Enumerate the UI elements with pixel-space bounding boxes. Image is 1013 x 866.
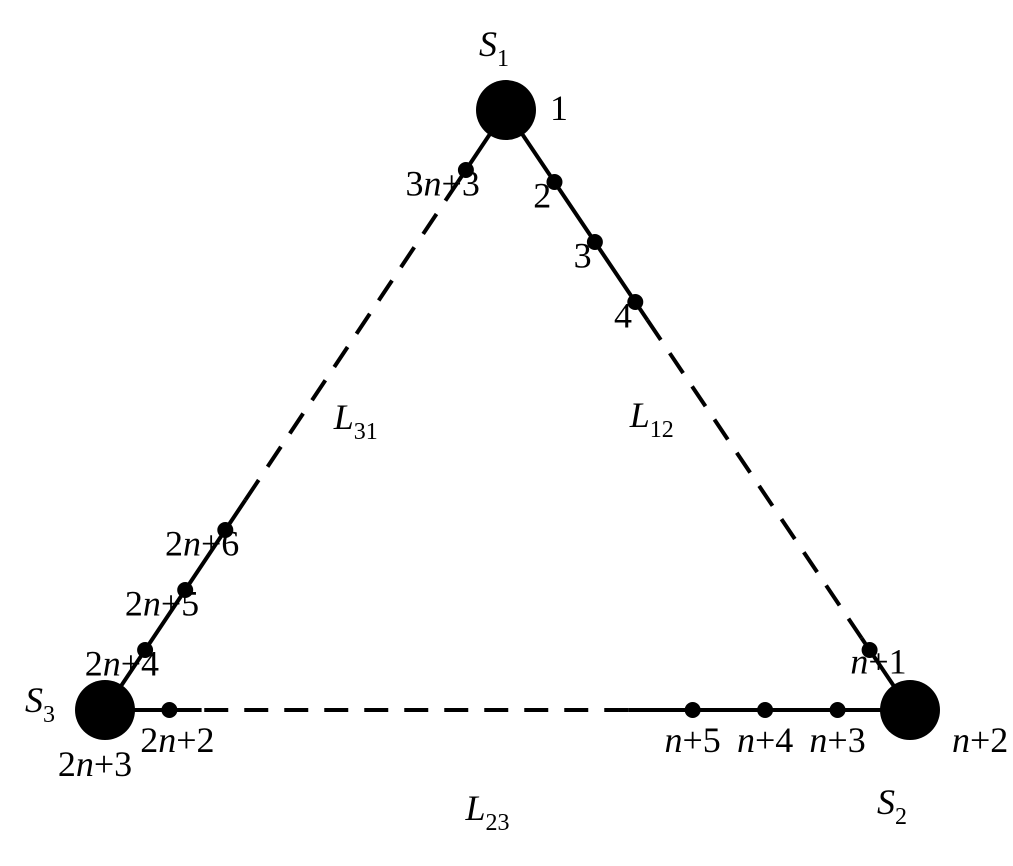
vertex-index-n2: n+2 — [952, 720, 1008, 760]
edge-node — [161, 702, 177, 718]
triangle-diagram: 234 n+1 n+3 n+4 n+5 2n+2 2n+4 2n+5 2n+6 3n+3 S1 1 S2… — [0, 0, 1013, 866]
vertex-s1 — [476, 80, 536, 140]
edge-label-l31: L31 — [333, 397, 378, 445]
vertex-s3 — [75, 680, 135, 740]
edge-node-label: 3 — [574, 236, 592, 276]
vertex-index-1: 1 — [550, 88, 568, 128]
vertex-label-s3: S3 — [25, 680, 55, 728]
edge-node — [757, 702, 773, 718]
edge-node-label: n+4 — [737, 720, 793, 760]
edge-node-label: 2n+5 — [125, 583, 199, 623]
edge-node-label: n+3 — [809, 720, 865, 760]
edge-node-label: 2n+4 — [85, 643, 159, 683]
edge-node-label: 2 — [533, 176, 551, 216]
edge-label-l23: L23 — [464, 788, 509, 836]
edge-node-label: n+1 — [850, 642, 906, 682]
edge-node-label: 2n+6 — [165, 523, 239, 563]
vertex-label-s1: S1 — [479, 24, 509, 72]
vertex-s2 — [880, 680, 940, 740]
edge-node-label: 2n+2 — [140, 720, 214, 760]
vertex-index-2n3: 2n+3 — [58, 744, 132, 784]
edge-node — [830, 702, 846, 718]
edge-node-label: 3n+3 — [406, 163, 480, 203]
edge-node-label: 4 — [614, 296, 632, 336]
edge-node-label: n+5 — [664, 720, 720, 760]
vertex-label-s2: S2 — [877, 782, 907, 830]
edge-node — [685, 702, 701, 718]
edge-label-l12: L12 — [629, 395, 674, 443]
